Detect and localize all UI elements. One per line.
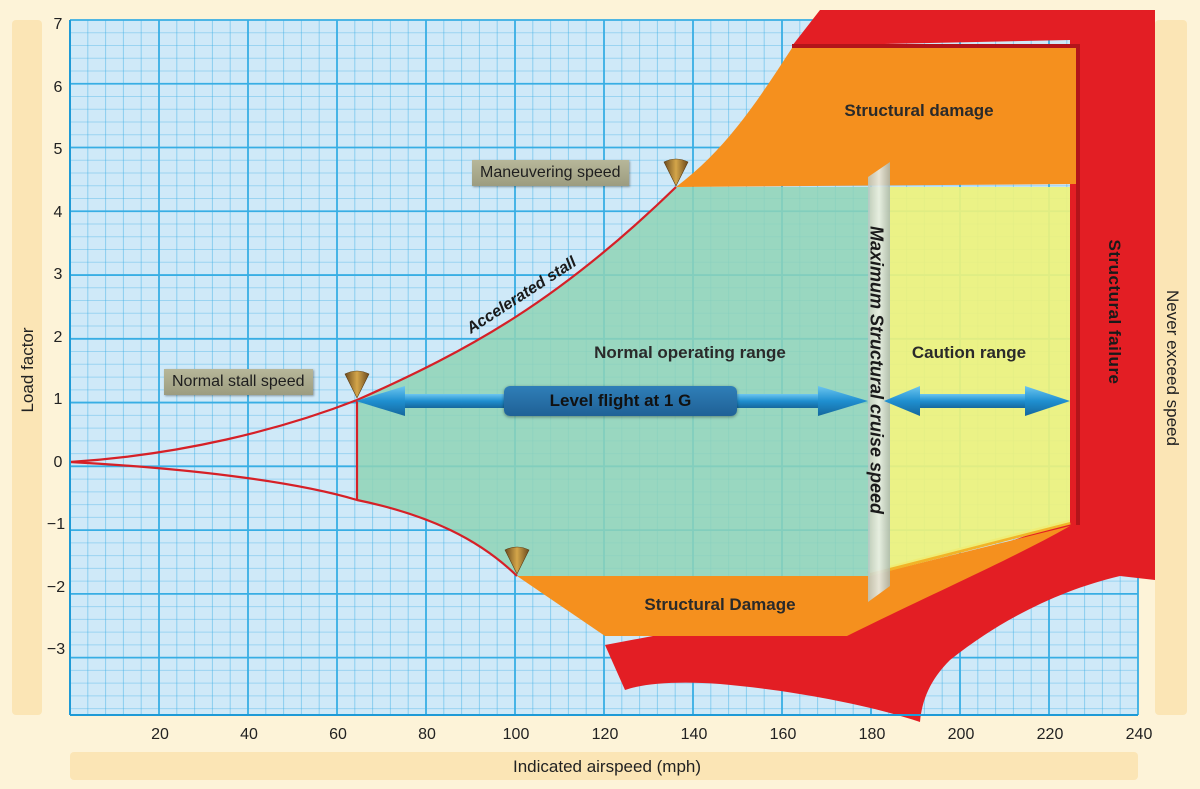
x-tick-label: 20 [151,726,169,743]
normal-operating-range-label: Normal operating range [594,343,786,362]
x-tick-label: 120 [591,726,619,743]
failure-edge [792,44,1080,525]
negative-stall-curve [69,460,518,577]
y-axis-title: Load factor [18,327,37,413]
x-tick-label: 80 [418,726,436,743]
structural-failure-label: Structural failure [1105,239,1124,385]
caution-region [870,187,1070,573]
max-cruise-speed-label: Maximum Structural cruise speed [866,225,887,515]
y-tick-label: −3 [46,641,66,658]
structural-damage-top-region [676,48,1076,187]
x-tick-label: 220 [1036,726,1064,743]
x-tick-label: 200 [947,726,975,743]
x-tick-label: 140 [680,726,708,743]
x-tick-label: 160 [769,726,797,743]
normal-stall-speed-callout: Normal stall speed [164,369,313,395]
y-tick-label: 1 [53,391,63,408]
y-tick-label: 6 [53,79,63,96]
negative-stall-marker [504,546,530,575]
y-tick-label: 4 [53,204,63,221]
max-cruise-speed-bar [868,162,890,602]
x-tick-label: 240 [1125,726,1153,743]
y-tick-label: 0 [53,454,63,471]
maneuvering-speed-callout: Maneuvering speed [472,160,629,186]
structural-damage-bottom-region [517,526,1070,636]
x-axis-title: Indicated airspeed (mph) [512,757,702,776]
y-tick-label: −1 [46,516,66,533]
x-tick-label: 100 [502,726,530,743]
right-axis-band [1155,20,1187,715]
caution-arrow [884,386,1070,416]
x-tick-label: 60 [329,726,347,743]
normal-stall-speed-marker [344,370,370,399]
y-tick-label: 2 [53,329,63,346]
y-tick-label: 3 [53,266,63,283]
structural-damage-top-label: Structural damage [844,101,994,120]
x-tick-label: 40 [240,726,258,743]
structural-damage-bottom-label: Structural Damage [644,595,796,614]
x-axis-band [70,752,1138,780]
caution-range-label: Caution range [911,343,1027,362]
never-exceed-speed-label: Never exceed speed [1163,290,1182,446]
level-flight-label: Level flight at 1 G [504,386,737,416]
y-tick-label: 7 [53,16,63,33]
x-tick-label: 180 [858,726,886,743]
y-tick-label: 5 [53,141,63,158]
normal-operating-region [357,187,870,576]
damage-edge-highlight [867,519,1071,577]
y-axis-band [12,20,42,715]
maneuvering-speed-marker [663,158,689,187]
accelerated-stall-curve [69,186,677,464]
y-tick-label: −2 [46,579,66,596]
